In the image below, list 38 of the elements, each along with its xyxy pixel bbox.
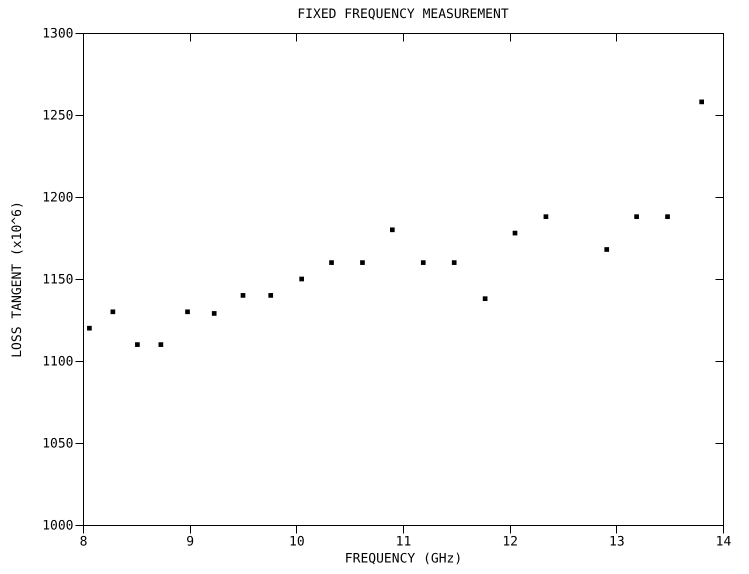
point [452, 260, 457, 265]
point [185, 309, 190, 314]
x-tick-label: 13 [609, 534, 625, 550]
point [110, 309, 116, 314]
x-tick-label: 10 [289, 534, 305, 550]
point [420, 260, 426, 265]
point [329, 260, 334, 265]
y-tick-label: 1000 [42, 518, 74, 534]
point [135, 342, 140, 347]
point [299, 276, 304, 282]
y-axis-title: LOSS TANGENT (x10^6) [10, 201, 26, 358]
x-tick-label: 12 [502, 534, 518, 550]
x-tick-label: 8 [80, 534, 88, 550]
point [634, 214, 639, 220]
x-tick-label: 14 [716, 534, 732, 550]
point [268, 293, 274, 298]
point [482, 296, 488, 302]
y-tick-label: 1200 [42, 190, 74, 206]
x-tick-label: 9 [186, 534, 194, 550]
y-tick-label: 1150 [42, 272, 74, 288]
point [604, 247, 610, 252]
y-tick-label: 1050 [42, 436, 74, 452]
point [544, 214, 548, 220]
x-axis-title: FREQUENCY (GHz) [344, 552, 462, 566]
point [512, 230, 518, 236]
point [699, 100, 704, 104]
point [240, 293, 246, 298]
y-tick-label: 1300 [42, 26, 74, 42]
chart-title: FIXED FREQUENCY MEASUREMENT [297, 7, 509, 22]
x-tick-label: 11 [396, 534, 412, 550]
point [87, 326, 92, 331]
y-tick-label: 1100 [42, 354, 74, 370]
point [390, 227, 395, 232]
point [360, 260, 365, 265]
y-tick-label: 1250 [42, 108, 74, 124]
point [665, 214, 670, 220]
point [158, 342, 164, 347]
point [212, 311, 217, 316]
